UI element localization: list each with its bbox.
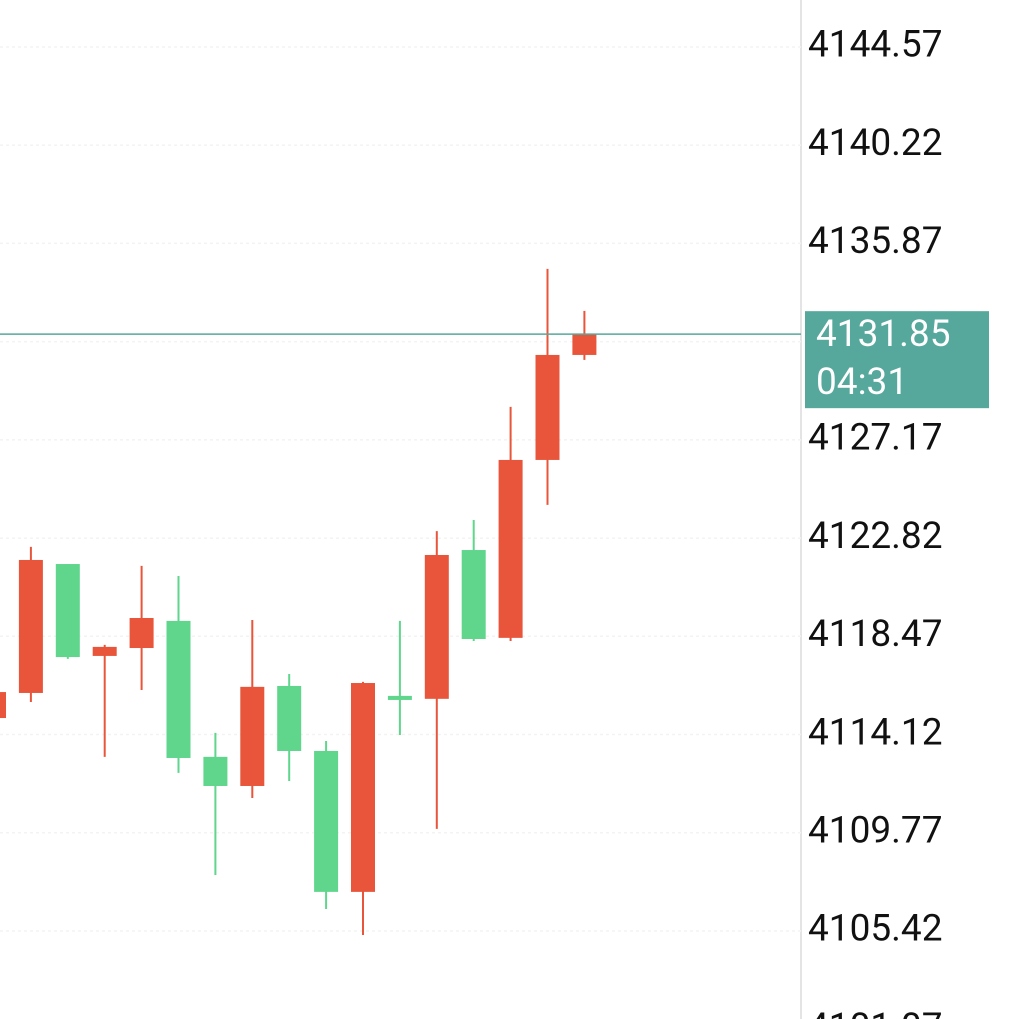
candle-body — [387, 695, 412, 700]
y-tick-label: 4140.22 — [808, 122, 943, 165]
candle-body — [92, 646, 117, 656]
candle-body — [498, 459, 523, 638]
y-tick-label: 4109.77 — [808, 810, 943, 853]
y-tick-label: 4122.82 — [808, 515, 943, 558]
candle-body — [461, 550, 486, 639]
candle-body — [535, 354, 560, 460]
last-price-badge — [805, 311, 989, 409]
price-axis: 4144.57 4140.22 4135.87 4127.17 4122.82 4118.… — [805, 24, 989, 1019]
candle-body — [129, 617, 154, 649]
candle-body — [314, 750, 339, 892]
candle-body — [240, 686, 265, 786]
last-price-label: 4131.85 — [816, 313, 951, 356]
candle-body — [18, 559, 43, 693]
candle-body — [166, 620, 191, 758]
y-tick-label: 4144.57 — [808, 24, 943, 67]
y-tick-label: 4127.17 — [808, 417, 943, 460]
candle-body — [572, 334, 597, 355]
candle-body — [55, 564, 80, 658]
y-tick-label: 4114.12 — [808, 711, 943, 754]
y-tick-label: 4135.87 — [808, 220, 943, 263]
candle-body — [424, 554, 449, 699]
candle-body — [203, 756, 228, 786]
grid — [0, 46, 801, 932]
y-tick-label: 4105.42 — [808, 908, 943, 951]
countdown-label: 04:31 — [816, 361, 908, 404]
candles — [0, 268, 801, 936]
candle-body — [0, 692, 6, 719]
candle-body — [351, 683, 375, 892]
candle-body — [277, 685, 302, 751]
y-tick-label: 4101.07 — [808, 1006, 943, 1019]
y-tick-label: 4118.47 — [808, 613, 943, 656]
